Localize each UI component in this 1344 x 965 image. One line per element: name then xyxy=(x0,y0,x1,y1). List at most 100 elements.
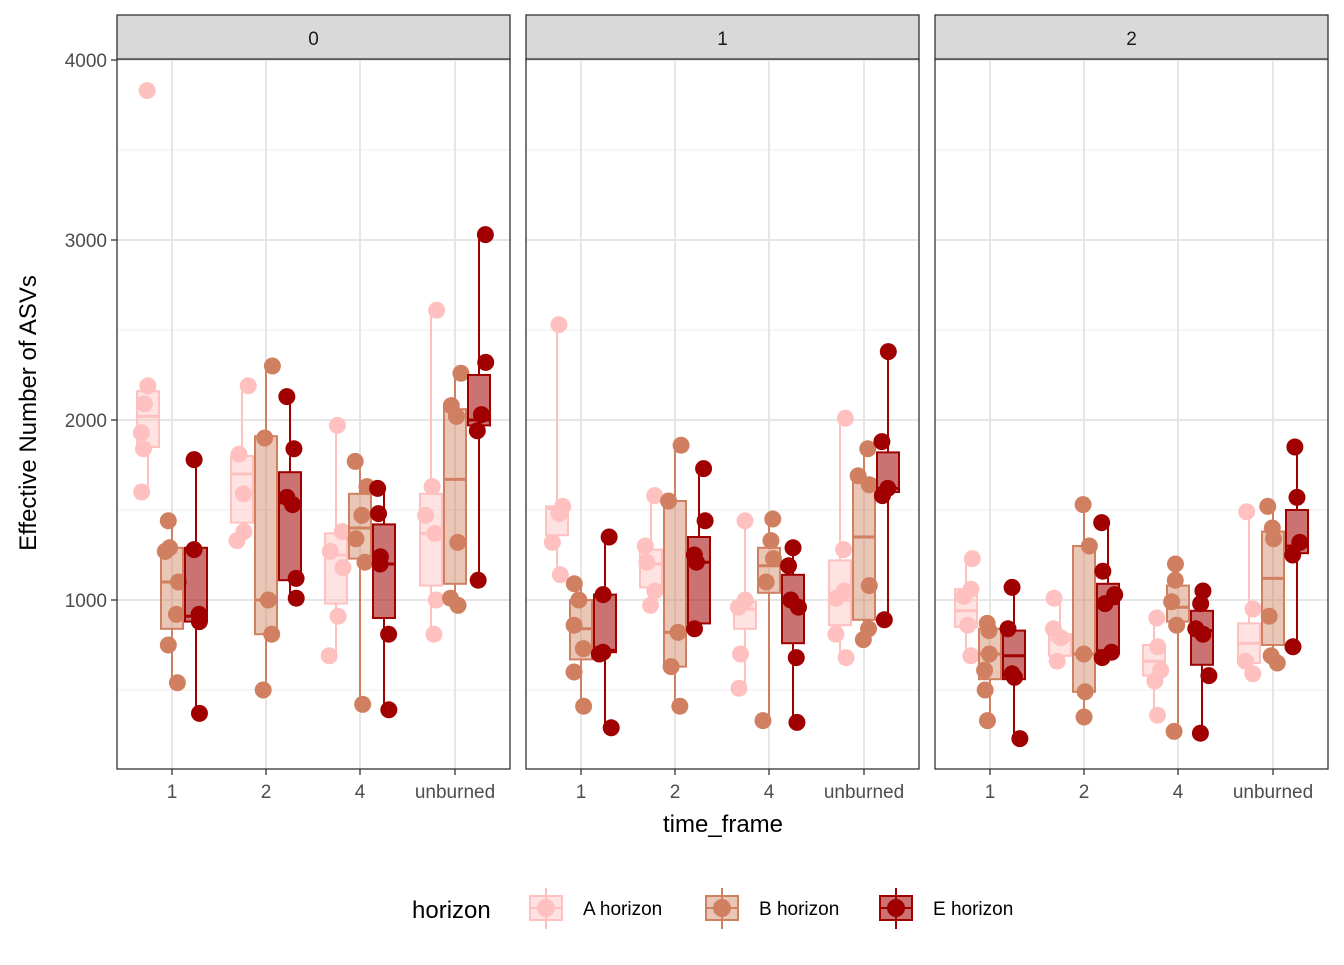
data-point xyxy=(978,712,996,730)
x-tick-label: 2 xyxy=(1079,782,1090,803)
data-point xyxy=(353,506,371,524)
data-point xyxy=(369,479,387,497)
data-point xyxy=(329,607,347,625)
data-point xyxy=(1265,530,1283,548)
data-point xyxy=(1011,730,1029,748)
data-point xyxy=(190,704,208,722)
data-point xyxy=(836,409,854,427)
data-point xyxy=(980,645,998,663)
x-tick-label: unburned xyxy=(824,782,904,803)
data-point xyxy=(959,616,977,634)
data-point xyxy=(687,553,705,571)
box-iqr xyxy=(1072,545,1096,693)
data-point xyxy=(1075,645,1093,663)
data-point xyxy=(671,697,689,715)
data-point xyxy=(835,541,853,559)
box-1-b-horizon xyxy=(156,512,187,692)
data-point xyxy=(1094,562,1112,580)
legend-point xyxy=(713,899,731,917)
data-point xyxy=(565,616,583,634)
box-iqr xyxy=(443,408,467,585)
y-tick-label: 4000 xyxy=(65,51,107,72)
data-point xyxy=(354,695,372,713)
data-point xyxy=(590,645,608,663)
box-2-a-horizon xyxy=(228,377,257,550)
data-point xyxy=(263,357,281,375)
box-4-e-horizon xyxy=(369,479,398,719)
data-point xyxy=(875,611,893,629)
data-point xyxy=(636,537,654,555)
data-point xyxy=(371,555,389,573)
data-point xyxy=(285,440,303,458)
legend-label: A horizon xyxy=(583,899,662,920)
facet-strip xyxy=(525,14,920,60)
data-point xyxy=(452,364,470,382)
box-unburned-a-horizon xyxy=(417,301,446,643)
data-point xyxy=(1076,683,1094,701)
data-point xyxy=(550,316,568,334)
data-point xyxy=(1075,708,1093,726)
data-point xyxy=(638,553,656,571)
data-point xyxy=(574,640,592,658)
box-unburned-b-horizon xyxy=(1259,497,1286,672)
data-point xyxy=(135,395,153,413)
data-point xyxy=(469,571,487,589)
data-point xyxy=(1048,652,1066,670)
data-point xyxy=(1146,672,1164,690)
data-point xyxy=(732,645,750,663)
legend-point xyxy=(537,899,555,917)
data-point xyxy=(757,573,775,591)
data-point xyxy=(356,553,374,571)
legend-title: horizon xyxy=(412,897,491,924)
box-unburned-e-horizon xyxy=(467,226,495,589)
data-point xyxy=(472,406,490,424)
data-point xyxy=(696,512,714,530)
data-point xyxy=(859,440,877,458)
box-iqr xyxy=(1261,530,1285,646)
box-1-b-horizon xyxy=(976,614,1002,730)
data-point xyxy=(565,575,583,593)
legend-label: E horizon xyxy=(933,899,1013,920)
x-axis-title: time_frame xyxy=(663,811,783,838)
x-tick-label: 1 xyxy=(576,782,587,803)
data-point xyxy=(976,681,994,699)
data-point xyxy=(1093,514,1111,532)
data-point xyxy=(1149,638,1167,656)
data-point xyxy=(729,598,747,616)
data-point xyxy=(328,416,346,434)
data-point xyxy=(254,681,272,699)
data-point xyxy=(1166,555,1184,573)
box-1-e-horizon xyxy=(999,578,1029,748)
facet-strip-label: 0 xyxy=(308,29,319,50)
facet-strip xyxy=(934,14,1329,60)
data-point xyxy=(1238,503,1256,521)
facet-panels: 0 1 2 4 unburned 1 1 2 4 unburned 2 1 2 4 unburned xyxy=(116,14,1329,803)
data-point xyxy=(787,649,805,667)
box-2-a-horizon xyxy=(1044,589,1072,670)
data-point xyxy=(1236,652,1254,670)
data-point xyxy=(695,460,713,478)
data-point xyxy=(234,485,252,503)
data-point xyxy=(1286,438,1304,456)
data-point xyxy=(1260,607,1278,625)
data-point xyxy=(380,701,398,719)
box-1-e-horizon xyxy=(590,528,620,737)
data-point xyxy=(1074,496,1092,514)
data-point xyxy=(1268,654,1286,672)
data-point xyxy=(132,424,150,442)
data-point xyxy=(239,377,257,395)
data-point xyxy=(1045,589,1063,607)
data-point xyxy=(287,589,305,607)
box-1-a-horizon xyxy=(543,316,572,584)
box-2-e-horizon xyxy=(685,460,714,638)
data-point xyxy=(764,510,782,528)
data-point xyxy=(284,496,302,514)
data-point xyxy=(1096,595,1114,613)
legend: horizon A horizon B horizon E horizon xyxy=(412,888,1013,929)
legend-label: B horizon xyxy=(759,899,839,920)
data-point xyxy=(380,625,398,643)
y-tick-label: 1000 xyxy=(65,591,107,612)
data-point xyxy=(1288,488,1306,506)
data-point xyxy=(1052,629,1070,647)
